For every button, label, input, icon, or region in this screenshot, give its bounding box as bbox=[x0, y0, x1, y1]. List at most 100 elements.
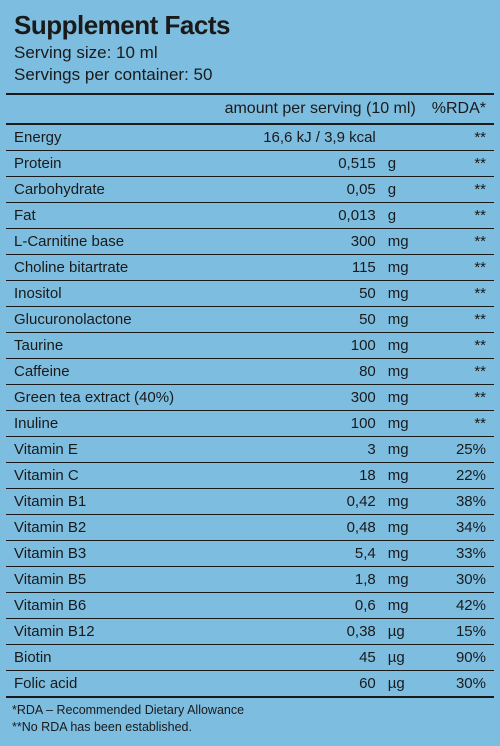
cell-unit bbox=[384, 124, 424, 151]
cell-amount: 0,013 bbox=[200, 203, 384, 229]
cell-name: Glucuronolactone bbox=[6, 307, 200, 333]
cell-name: Inuline bbox=[6, 411, 200, 437]
cell-unit: mg bbox=[384, 541, 424, 567]
cell-amount: 3 bbox=[200, 437, 384, 463]
cell-unit: mg bbox=[384, 255, 424, 281]
col-header-name bbox=[6, 95, 200, 124]
cell-unit: mg bbox=[384, 359, 424, 385]
footnote-no-rda: **No RDA has been established. bbox=[12, 719, 486, 736]
cell-rda: ** bbox=[424, 124, 494, 151]
table-row: Fat0,013g** bbox=[6, 203, 494, 229]
cell-rda: 30% bbox=[424, 671, 494, 697]
cell-name: Caffeine bbox=[6, 359, 200, 385]
footnotes: *RDA – Recommended Dietary Allowance **N… bbox=[0, 698, 500, 746]
cell-amount: 5,4 bbox=[200, 541, 384, 567]
panel-title: Supplement Facts bbox=[14, 10, 486, 41]
cell-rda: 30% bbox=[424, 567, 494, 593]
table-header-row: amount per serving (10 ml) %RDA* bbox=[6, 95, 494, 124]
cell-name: Protein bbox=[6, 151, 200, 177]
cell-name: Vitamin B3 bbox=[6, 541, 200, 567]
cell-name: L-Carnitine base bbox=[6, 229, 200, 255]
cell-amount: 18 bbox=[200, 463, 384, 489]
cell-name: Vitamin B12 bbox=[6, 619, 200, 645]
cell-amount: 115 bbox=[200, 255, 384, 281]
cell-amount: 0,6 bbox=[200, 593, 384, 619]
table-row: Protein0,515g** bbox=[6, 151, 494, 177]
cell-unit: mg bbox=[384, 437, 424, 463]
cell-name: Vitamin B2 bbox=[6, 515, 200, 541]
cell-unit: mg bbox=[384, 593, 424, 619]
cell-unit: mg bbox=[384, 463, 424, 489]
cell-amount: 300 bbox=[200, 229, 384, 255]
servings-per-container: Servings per container: 50 bbox=[14, 65, 486, 85]
table-row: Vitamin B35,4mg33% bbox=[6, 541, 494, 567]
cell-amount: 100 bbox=[200, 411, 384, 437]
supplement-facts-panel: Supplement Facts Serving size: 10 ml Ser… bbox=[0, 0, 500, 746]
cell-amount: 80 bbox=[200, 359, 384, 385]
table-row: Caffeine80mg** bbox=[6, 359, 494, 385]
cell-amount: 50 bbox=[200, 281, 384, 307]
cell-unit: mg bbox=[384, 411, 424, 437]
facts-table: amount per serving (10 ml) %RDA* Energy1… bbox=[6, 95, 494, 697]
cell-amount: 45 bbox=[200, 645, 384, 671]
cell-rda: 34% bbox=[424, 515, 494, 541]
cell-rda: 38% bbox=[424, 489, 494, 515]
cell-rda: ** bbox=[424, 385, 494, 411]
table-row: Vitamin B120,38µg15% bbox=[6, 619, 494, 645]
table-row: Vitamin C18mg22% bbox=[6, 463, 494, 489]
cell-amount: 100 bbox=[200, 333, 384, 359]
cell-name: Energy bbox=[6, 124, 200, 151]
cell-rda: ** bbox=[424, 229, 494, 255]
cell-unit: g bbox=[384, 177, 424, 203]
cell-name: Biotin bbox=[6, 645, 200, 671]
cell-rda: ** bbox=[424, 281, 494, 307]
table-row: Vitamin E3mg25% bbox=[6, 437, 494, 463]
panel-header: Supplement Facts Serving size: 10 ml Ser… bbox=[0, 10, 500, 93]
cell-rda: 33% bbox=[424, 541, 494, 567]
cell-unit: g bbox=[384, 151, 424, 177]
table-row: Glucuronolactone50mg** bbox=[6, 307, 494, 333]
cell-rda: ** bbox=[424, 203, 494, 229]
cell-amount: 0,05 bbox=[200, 177, 384, 203]
cell-unit: mg bbox=[384, 307, 424, 333]
cell-unit: mg bbox=[384, 489, 424, 515]
cell-amount: 1,8 bbox=[200, 567, 384, 593]
cell-unit: mg bbox=[384, 229, 424, 255]
cell-unit: µg bbox=[384, 671, 424, 697]
cell-name: Inositol bbox=[6, 281, 200, 307]
cell-amount: 0,42 bbox=[200, 489, 384, 515]
cell-unit: mg bbox=[384, 515, 424, 541]
cell-rda: ** bbox=[424, 333, 494, 359]
cell-name: Green tea extract (40%) bbox=[6, 385, 200, 411]
cell-amount: 50 bbox=[200, 307, 384, 333]
footnote-rda: *RDA – Recommended Dietary Allowance bbox=[12, 702, 486, 719]
cell-name: Vitamin E bbox=[6, 437, 200, 463]
cell-unit: mg bbox=[384, 281, 424, 307]
cell-name: Vitamin B6 bbox=[6, 593, 200, 619]
table-row: Green tea extract (40%)300mg** bbox=[6, 385, 494, 411]
cell-name: Taurine bbox=[6, 333, 200, 359]
cell-name: Fat bbox=[6, 203, 200, 229]
table-row: Vitamin B51,8mg30% bbox=[6, 567, 494, 593]
cell-rda: 25% bbox=[424, 437, 494, 463]
serving-size: Serving size: 10 ml bbox=[14, 43, 486, 63]
cell-amount: 16,6 kJ / 3,9 kcal bbox=[200, 124, 384, 151]
table-row: L-Carnitine base300mg** bbox=[6, 229, 494, 255]
cell-amount: 0,515 bbox=[200, 151, 384, 177]
cell-rda: 42% bbox=[424, 593, 494, 619]
cell-name: Vitamin B1 bbox=[6, 489, 200, 515]
table-row: Folic acid60µg30% bbox=[6, 671, 494, 697]
cell-name: Choline bitartrate bbox=[6, 255, 200, 281]
cell-rda: ** bbox=[424, 151, 494, 177]
table-row: Taurine100mg** bbox=[6, 333, 494, 359]
table-row: Vitamin B20,48mg34% bbox=[6, 515, 494, 541]
table-row: Choline bitartrate115mg** bbox=[6, 255, 494, 281]
cell-rda: ** bbox=[424, 411, 494, 437]
table-row: Inositol50mg** bbox=[6, 281, 494, 307]
col-header-rda: %RDA* bbox=[424, 95, 494, 124]
table-row: Inuline100mg** bbox=[6, 411, 494, 437]
table-row: Carbohydrate0,05g** bbox=[6, 177, 494, 203]
cell-unit: µg bbox=[384, 619, 424, 645]
cell-name: Folic acid bbox=[6, 671, 200, 697]
col-header-amount: amount per serving (10 ml) bbox=[200, 95, 424, 124]
